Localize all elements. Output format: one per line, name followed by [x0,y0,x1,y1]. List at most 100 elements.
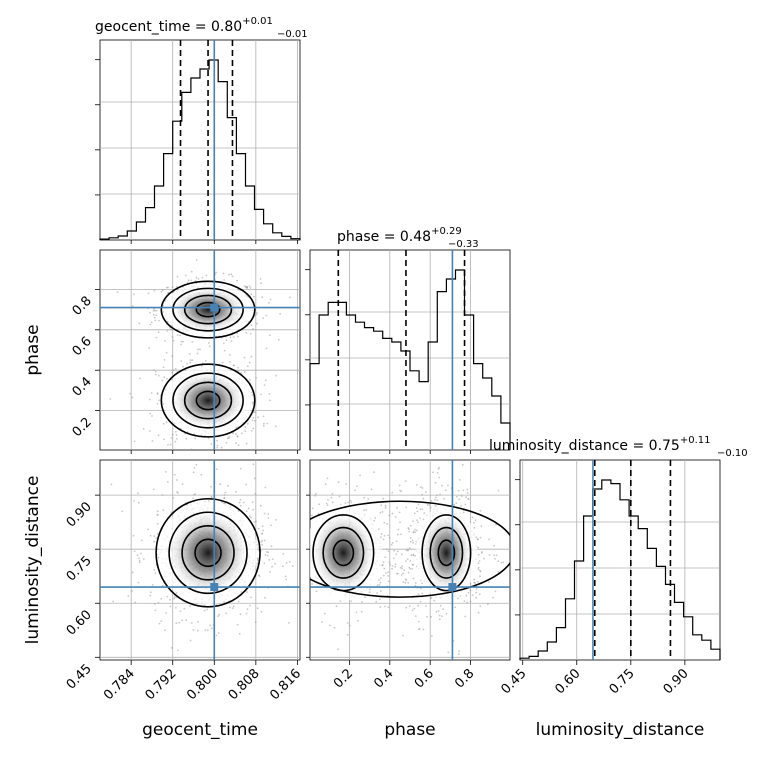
scatter-point [350,600,353,603]
scatter-point [439,493,441,496]
scatter-point [434,481,437,484]
scatter-point [395,553,398,556]
scatter-point [369,588,371,590]
scatter-point [269,334,271,336]
scatter-point [379,581,382,584]
scatter-point [257,549,260,551]
scatter-point [176,275,179,278]
scatter-point [265,314,268,317]
scatter-point [288,483,290,485]
scatter-point [151,415,153,417]
scatter-point [290,605,292,607]
scatter-point [196,352,199,355]
scatter-point [412,577,415,580]
scatter-point [315,492,317,495]
scatter-point [413,512,416,515]
scatter-point [396,572,399,575]
scatter-point [492,596,494,599]
scatter-point [261,525,264,528]
scatter-point [400,533,402,536]
scatter-point [346,633,349,636]
scatter-point [232,458,234,460]
scatter-point [497,489,500,492]
scatter-point [454,606,456,609]
scatter-point [153,540,156,543]
scatter-point [248,361,251,364]
scatter-point [191,359,194,362]
scatter-point [323,612,326,615]
scatter-point [360,610,363,613]
scatter-point [315,590,318,593]
scatter-point [560,594,562,596]
scatter-point [458,650,461,653]
scatter-point [174,367,177,370]
scatter-point [138,561,141,564]
scatter-point [473,578,475,581]
scatter-point [466,488,469,491]
histogram-geocent_time [99,59,301,240]
scatter-point [259,278,262,280]
scatter-point [190,279,193,282]
scatter-point [253,521,256,523]
scatter-point [269,298,272,301]
scatter-point [444,489,447,492]
scatter-point [408,605,411,608]
tick-label: 0.75 [64,553,95,584]
scatter-point [189,639,192,642]
scatter-point [257,416,259,418]
scatter-point [221,501,223,504]
scatter-point [488,554,491,556]
scatter-point [228,437,231,439]
scatter-point [393,557,395,560]
scatter-point [469,589,472,592]
scatter-point [256,557,259,560]
scatter-point [460,504,463,507]
scatter-point [418,628,420,631]
scatter-point [304,539,306,541]
scatter-point [460,495,463,497]
scatter-point [479,509,482,512]
scatter-point [259,504,262,507]
scatter-point [175,285,178,288]
scatter-point [417,503,420,506]
scatter-point [266,422,269,425]
scatter-point [179,334,181,337]
scatter-point [222,272,225,275]
scatter-point [207,500,210,502]
scatter-point [290,556,292,558]
panel-hist-geocent-time [99,39,301,241]
scatter-point [443,497,445,500]
scatter-point [387,534,390,537]
scatter-point [176,334,179,336]
scatter-point [205,274,208,277]
density-core [170,371,246,430]
scatter-point [155,314,158,317]
scatter-point [157,601,160,604]
scatter-point [391,565,394,567]
scatter-point [252,416,255,419]
scatter-point [153,308,155,310]
scatter-point [321,621,323,623]
scatter-point [157,434,160,437]
scatter-point [165,351,168,354]
density-core [420,512,473,594]
scatter-point [109,398,112,400]
scatter-point [263,384,266,386]
scatter-point [307,543,309,545]
scatter-point [471,516,474,519]
scatter-point [333,626,336,629]
scatter-point [261,578,263,580]
scatter-point [493,554,495,557]
scatter-point [251,419,254,422]
scatter-point [216,446,219,449]
scatter-point [245,612,248,615]
quantile-lines [179,40,672,660]
scatter-point [331,501,334,504]
scatter-point [461,463,464,466]
scatter-point [206,608,209,611]
title-geocent-time-minus: −0.01 [277,29,308,40]
title-phase-minus: −0.33 [448,239,479,250]
scatter-point [414,531,417,534]
scatter-point [237,335,239,338]
scatter-point [294,530,296,532]
